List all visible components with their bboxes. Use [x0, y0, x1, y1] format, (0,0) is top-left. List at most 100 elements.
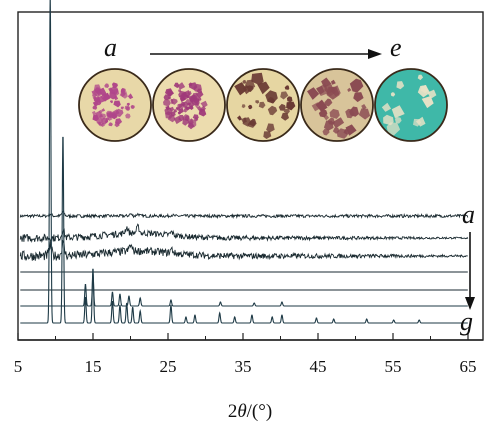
- micrograph-particle: [267, 105, 278, 116]
- micrograph-particle: [194, 117, 199, 122]
- micrograph-rim: [300, 68, 374, 142]
- micrograph-particle: [94, 103, 97, 107]
- micrograph-particle: [381, 102, 392, 112]
- micrograph-particle: [257, 81, 270, 95]
- micrograph-particle: [249, 118, 257, 127]
- x-tick-label: 45: [310, 357, 327, 376]
- micrograph-particle: [386, 122, 401, 136]
- micrograph-particle: [126, 102, 130, 106]
- x-axis-label: 2θ/(°): [228, 401, 272, 422]
- micrograph-particle: [349, 106, 359, 117]
- micrograph-e: [374, 68, 448, 142]
- micrograph-particle: [251, 72, 264, 86]
- micrograph-particle: [177, 111, 181, 115]
- micrograph-particle: [183, 108, 188, 113]
- micrograph-particle: [187, 118, 197, 128]
- x-tick-label: 65: [460, 357, 477, 376]
- micrograph-particle: [197, 88, 202, 94]
- micrograph-particle: [165, 105, 170, 111]
- x-tick-label: 55: [385, 357, 402, 376]
- micrograph-particle: [415, 116, 426, 127]
- micrograph-particle: [427, 89, 437, 99]
- micrograph-particle: [170, 100, 174, 105]
- micrograph-particle: [255, 100, 260, 104]
- micrograph-d: [300, 68, 374, 142]
- micrograph-particle: [417, 74, 424, 81]
- micrograph-particle: [191, 98, 200, 106]
- micrograph-particle: [347, 87, 352, 92]
- micrograph-particle: [101, 108, 106, 112]
- annotation-e-top: e: [390, 33, 402, 62]
- micrograph-particle: [173, 115, 182, 125]
- micrograph-particle: [243, 85, 249, 89]
- micrograph-particle: [170, 98, 174, 102]
- micrograph-particle: [329, 108, 340, 119]
- micrograph-particle: [175, 107, 179, 110]
- micrograph-particle: [168, 96, 171, 100]
- plot-frame: [17, 11, 484, 341]
- micrograph-particle: [315, 99, 328, 112]
- micrograph-particle: [349, 78, 364, 93]
- micrograph-particle: [266, 123, 275, 133]
- annotation-a-top: a: [104, 33, 117, 62]
- micrograph-particle: [311, 102, 321, 112]
- micrograph-particle: [92, 110, 97, 116]
- micrograph-particle: [93, 115, 99, 121]
- micrograph-particle: [124, 105, 131, 111]
- micrograph-c: [226, 68, 300, 142]
- micrograph-particle: [113, 95, 119, 101]
- micrograph-particle: [111, 109, 120, 117]
- micrograph-particle: [173, 109, 177, 113]
- micrograph-particle: [420, 85, 429, 94]
- micrograph-particle: [185, 106, 191, 111]
- xrd-curve-3: [19, 239, 468, 262]
- micrograph-particle: [177, 82, 186, 90]
- micrograph-particle: [265, 90, 278, 103]
- micrograph-rim: [374, 68, 448, 142]
- micrograph-particle: [185, 94, 190, 99]
- micrograph-particle: [248, 104, 253, 110]
- micrograph-particle: [330, 79, 336, 85]
- micrograph-particle: [120, 87, 126, 93]
- micrograph-particle: [122, 91, 126, 95]
- micrograph-b: [152, 68, 226, 142]
- micrograph-particle: [353, 92, 364, 103]
- micrograph-rim: [78, 68, 152, 142]
- micrograph-particle: [237, 115, 242, 121]
- micrograph-particle: [113, 100, 121, 108]
- xrd-curve-6: [20, 274, 468, 307]
- micrograph-particle: [281, 112, 289, 121]
- micrograph-particle: [112, 82, 118, 89]
- micrograph-a: [78, 68, 152, 142]
- x-axis-label-prefix: 2: [228, 401, 238, 422]
- micrograph-particle: [396, 81, 405, 90]
- micrograph-particle: [163, 99, 171, 107]
- micrograph-particle: [278, 103, 286, 111]
- micrograph-strip: a e: [78, 33, 448, 142]
- micrograph-particle: [178, 89, 182, 93]
- annotation-a-series: a: [462, 200, 475, 229]
- micrograph-particle: [391, 105, 405, 119]
- micrograph-particle: [283, 108, 290, 115]
- micrograph-particle: [241, 104, 246, 109]
- micrograph-particle: [332, 117, 345, 129]
- micrograph-particle: [195, 90, 204, 99]
- micrograph-particle: [165, 88, 174, 97]
- micrograph-particle: [234, 82, 248, 96]
- x-tick-label: 35: [235, 357, 252, 376]
- xrd-curve-1: [19, 210, 469, 220]
- micrograph-particle: [182, 119, 190, 126]
- micrograph-particle: [110, 100, 114, 104]
- micrograph-particle: [163, 94, 170, 101]
- xrd-curve-2: [19, 223, 469, 244]
- micrograph-particle: [421, 96, 434, 109]
- micrograph-particle: [114, 122, 120, 128]
- micrograph-particle: [307, 87, 320, 100]
- down-arrow-head: [465, 297, 475, 310]
- xrd-curve-7: [20, 0, 468, 324]
- micrograph-particle: [258, 101, 266, 109]
- micrograph-rim: [226, 68, 300, 142]
- micrograph-particle: [167, 114, 176, 123]
- micrograph-particle: [96, 99, 102, 106]
